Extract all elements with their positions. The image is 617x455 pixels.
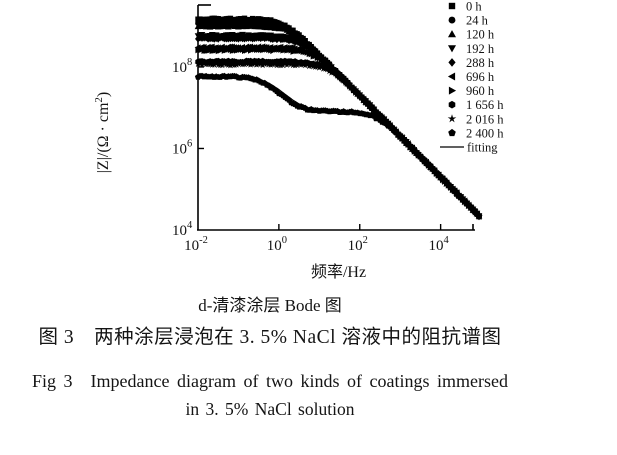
axis-titles: 频率/Hz |Z|/(Ω · cm2) [93,92,366,281]
tick-label: 104 [172,220,193,239]
legend-item-fitting: fitting [440,141,498,155]
legend-label: 2 016 h [466,112,504,126]
legend-item: 288 h [448,56,495,70]
legend-item: 192 h [448,42,495,56]
legend-item: 0 h [448,0,482,14]
fitting-line [198,25,479,215]
legend-label: 24 h [466,14,489,28]
tick-label: 10-2 [184,235,208,254]
series-1656h [195,57,482,220]
legend-item: 2 400 h [448,126,504,140]
tick-label: 104 [429,235,450,254]
figure-caption-english-line1: Fig 3 Impedance diagram of two kinds of … [32,371,508,391]
tick-label: 100 [267,235,287,254]
bode-plot: 108 106 104 10-2 100 102 104 频率/Hz |Z|/(Ω · cm2)… [93,0,504,281]
fitting-line [198,64,479,215]
series-2400h [194,72,483,219]
fitting-line [198,76,479,215]
legend-label: 696 h [466,70,495,84]
legend-item: 120 h [448,28,495,42]
y-axis-title: |Z|/(Ω · cm2) [93,92,112,174]
legend-label: 288 h [466,56,495,70]
legend-item: 1 656 h [448,98,504,112]
legend-item: 960 h [448,84,495,98]
legend-item: 696 h [447,70,495,84]
series-2016h [194,59,483,220]
tick-label: 108 [172,57,192,76]
subfigure-caption: d-清漆涂层 Bode 图 [198,296,342,315]
x-axis-title: 频率/Hz [311,263,366,281]
figure-caption-chinese: 图 3 两种涂层浸泡在 3. 5% NaCl 溶液中的阻抗谱图 [38,327,502,348]
legend-item: 24 h [448,14,489,28]
legend-item: 2 016 h [447,112,504,126]
legend-label: 960 h [466,84,495,98]
legend-label: 1 656 h [466,98,504,112]
legend-label: 0 h [466,0,482,14]
legend-label: 192 h [466,42,495,56]
legend-label: 120 h [466,28,495,42]
tick-label: 102 [348,235,368,254]
figure-caption-english-line2: in 3. 5% NaCl solution [185,399,355,419]
fitting-line [198,61,479,215]
legend-label: 2 400 h [466,126,504,140]
legend-label: fitting [467,141,498,155]
tick-label: 106 [172,138,192,157]
